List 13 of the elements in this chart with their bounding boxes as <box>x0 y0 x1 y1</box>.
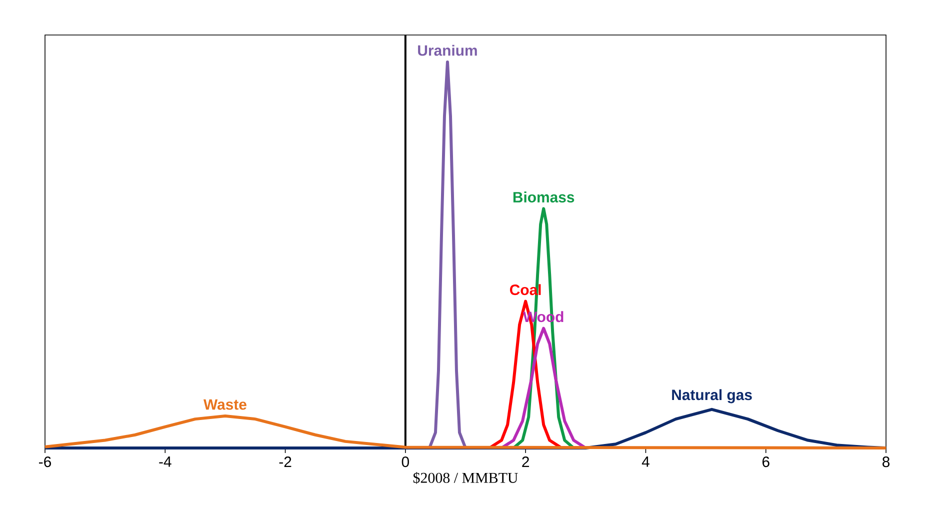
series-label: Uranium <box>418 44 477 56</box>
x-tick-label: 8 <box>882 456 890 468</box>
series-label: Biomass <box>513 192 574 202</box>
x-tick-label: 4 <box>642 456 650 467</box>
x-tick-label: -6 <box>39 456 51 468</box>
x-tick-label: 2 <box>522 456 529 467</box>
x-axis-title: $2008 / MMBTU <box>413 472 518 484</box>
x-tick-label: -4 <box>159 456 172 467</box>
series-label: Waste <box>204 399 246 410</box>
x-tick-label: 0 <box>402 456 409 468</box>
series-label: Natural gas <box>672 389 752 404</box>
x-tick-label: 6 <box>762 456 770 468</box>
x-tick-label: -2 <box>279 456 292 467</box>
